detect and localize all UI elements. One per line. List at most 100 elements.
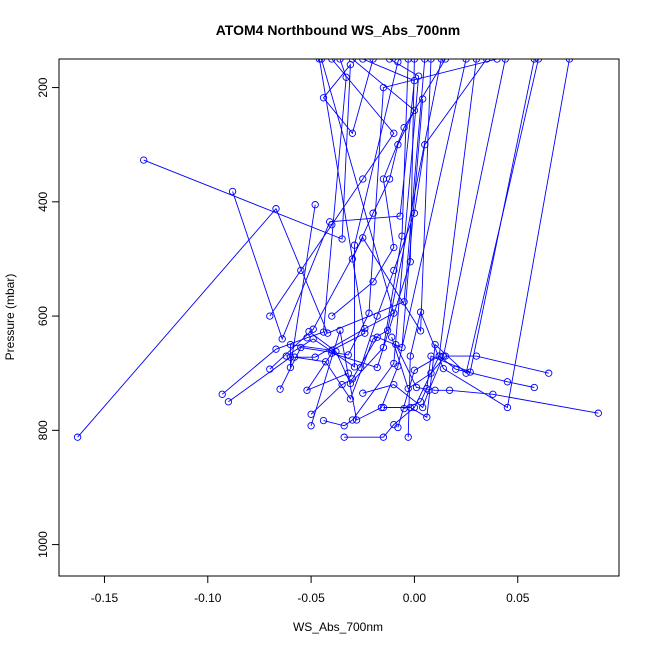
data-point	[348, 129, 357, 137]
data-point	[565, 59, 574, 63]
data-point	[348, 416, 357, 424]
data-point	[501, 59, 509, 63]
series-line	[331, 59, 446, 317]
data-point	[437, 59, 445, 63]
data-point	[305, 327, 313, 336]
data-point	[266, 365, 274, 373]
data-point	[410, 366, 419, 374]
data-point	[534, 59, 543, 63]
data-point	[328, 59, 336, 63]
data-point	[140, 156, 148, 164]
series-line	[407, 59, 570, 438]
series-line	[344, 59, 477, 438]
data-point	[317, 59, 326, 63]
data-point	[421, 59, 429, 63]
data-point	[319, 416, 328, 425]
series-20	[400, 59, 538, 413]
data-point	[328, 312, 336, 320]
data-point	[278, 335, 286, 343]
series-line	[360, 59, 488, 368]
data-point	[319, 328, 328, 336]
data-point	[352, 416, 361, 424]
data-point	[390, 380, 398, 389]
data-point	[390, 266, 398, 275]
y-tick-label: 800	[36, 420, 50, 440]
series-line	[395, 344, 599, 414]
data-point	[373, 333, 381, 341]
data-point	[416, 308, 425, 316]
data-point	[392, 340, 400, 349]
data-point	[344, 369, 352, 377]
data-point	[545, 369, 553, 377]
data-point	[412, 383, 421, 392]
series-line	[310, 98, 424, 415]
x-tick-label: 0.00	[403, 591, 427, 605]
series-line	[305, 59, 415, 392]
data-point	[406, 352, 414, 360]
x-tick-label: -0.05	[297, 591, 325, 605]
series-line	[308, 59, 409, 385]
data-point	[379, 433, 388, 441]
data-point	[530, 383, 538, 392]
data-point	[530, 59, 538, 63]
chart-title: ATOM4 Northbound WS_Abs_700nm	[216, 22, 461, 38]
data-point	[342, 73, 350, 81]
data-point	[336, 59, 344, 63]
data-point	[369, 59, 377, 63]
x-tick-label: -0.10	[194, 591, 222, 605]
data-point	[266, 312, 274, 320]
series-line	[362, 59, 506, 409]
series-line	[77, 59, 426, 438]
data-point	[328, 349, 336, 357]
data-point	[321, 358, 330, 366]
data-point	[394, 141, 402, 149]
data-point	[286, 363, 295, 372]
series-12	[307, 59, 470, 430]
data-point	[309, 325, 317, 333]
data-point	[410, 106, 419, 115]
data-point	[472, 59, 481, 63]
data-point	[489, 390, 497, 398]
data-point	[503, 403, 512, 412]
series-line	[310, 59, 467, 426]
series-11	[307, 95, 427, 418]
y-axis: 200 400 600 800 1000	[36, 77, 60, 558]
data-point	[423, 413, 431, 421]
data-point	[218, 390, 226, 398]
data-point	[315, 59, 324, 63]
data-point	[416, 398, 425, 406]
series-line	[269, 59, 395, 317]
data-point	[441, 59, 450, 63]
data-point	[290, 353, 299, 361]
data-point	[297, 266, 305, 275]
series-line	[294, 59, 442, 400]
data-point	[385, 59, 394, 63]
data-point	[379, 343, 388, 352]
data-point	[348, 59, 357, 63]
data-point	[228, 187, 237, 196]
data-point	[361, 329, 369, 337]
data-point	[338, 380, 346, 389]
data-point	[379, 403, 388, 412]
data-point	[224, 398, 233, 406]
data-point	[390, 243, 398, 252]
data-point	[388, 333, 396, 341]
data-point	[466, 368, 474, 376]
data-point	[394, 423, 402, 432]
data-point	[359, 389, 367, 397]
data-point	[594, 409, 602, 417]
data-point	[328, 221, 336, 229]
data-point	[373, 363, 381, 372]
data-point	[406, 258, 414, 266]
data-point	[282, 352, 290, 360]
data-point	[338, 235, 346, 243]
x-tick-label: 0.05	[506, 591, 530, 605]
data-point	[410, 209, 419, 217]
data-point	[297, 343, 305, 352]
y-tick-label: 1000	[36, 531, 50, 558]
data-point	[503, 378, 512, 386]
data-point	[404, 59, 412, 63]
data-point	[400, 404, 408, 413]
data-point	[286, 340, 295, 349]
